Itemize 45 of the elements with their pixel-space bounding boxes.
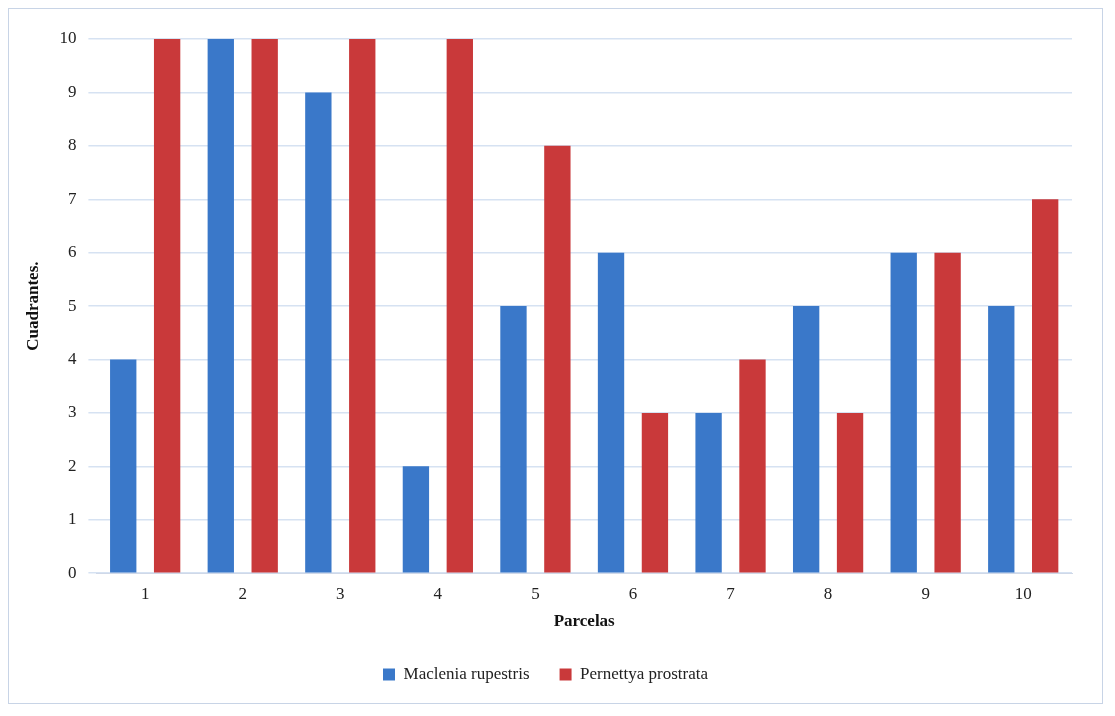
bar bbox=[695, 412, 722, 573]
bar bbox=[836, 412, 864, 573]
legend-label: Maclenia rupestris bbox=[403, 663, 530, 683]
legend-label: Pernettya prostrata bbox=[580, 663, 709, 683]
bar bbox=[305, 92, 332, 573]
bar bbox=[110, 359, 137, 573]
bar bbox=[739, 359, 766, 573]
y-tick-label: 6 bbox=[67, 242, 77, 262]
y-tick-label: 5 bbox=[67, 295, 77, 315]
bar bbox=[402, 466, 430, 573]
y-tick-label: 8 bbox=[67, 135, 77, 155]
x-tick-label: 10 bbox=[1014, 583, 1032, 603]
bar bbox=[597, 252, 625, 573]
bar bbox=[207, 39, 234, 573]
y-tick-label: 9 bbox=[67, 81, 77, 101]
bar bbox=[641, 412, 669, 573]
y-tick-label: 1 bbox=[67, 509, 77, 529]
bar bbox=[1032, 199, 1059, 573]
x-tick-label: 9 bbox=[921, 583, 930, 603]
x-tick-label: 4 bbox=[433, 583, 443, 603]
bar bbox=[500, 306, 527, 573]
y-tick-label: 3 bbox=[67, 402, 77, 422]
bar bbox=[890, 252, 917, 573]
bar bbox=[988, 306, 1015, 573]
x-axis-title: Parcelas bbox=[553, 611, 616, 631]
bar bbox=[153, 39, 181, 573]
bar bbox=[251, 39, 278, 573]
x-tick-label: 1 bbox=[140, 583, 150, 603]
bar bbox=[349, 39, 376, 573]
y-tick-label: 2 bbox=[67, 455, 77, 475]
y-tick-label: 10 bbox=[59, 28, 77, 48]
bar bbox=[792, 306, 820, 573]
x-tick-label: 2 bbox=[238, 583, 247, 603]
y-tick-label: 7 bbox=[67, 188, 77, 208]
x-tick-label: 7 bbox=[726, 583, 736, 603]
bar bbox=[544, 145, 571, 573]
y-tick-label: 0 bbox=[67, 562, 77, 582]
y-axis-title: Cuadrantes. bbox=[22, 261, 42, 351]
bar bbox=[934, 252, 961, 573]
y-tick-label: 4 bbox=[67, 348, 77, 368]
x-tick-label: 5 bbox=[531, 583, 540, 603]
bar bbox=[446, 39, 473, 573]
x-tick-label: 8 bbox=[823, 583, 833, 603]
x-tick-label: 6 bbox=[628, 583, 638, 603]
x-tick-label: 3 bbox=[336, 583, 345, 603]
